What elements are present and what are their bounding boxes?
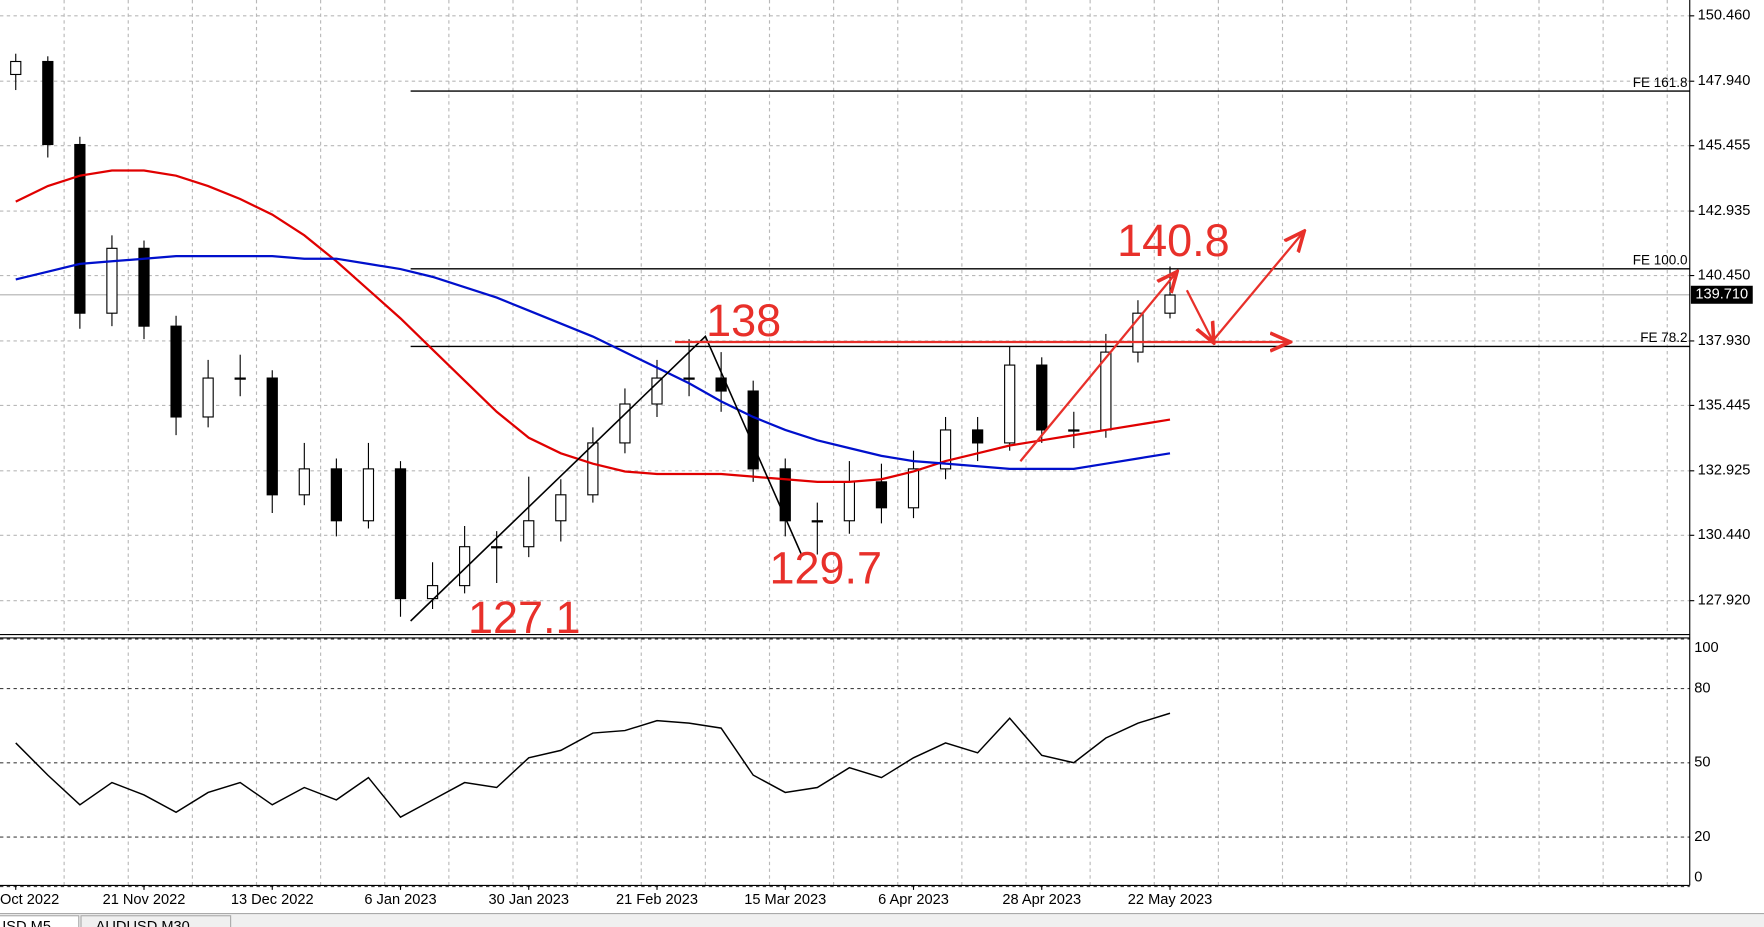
y-tick-label: 20	[1694, 829, 1710, 845]
candle-body	[972, 429, 984, 444]
main-panel	[0, 53, 1690, 617]
candle-body	[202, 377, 214, 418]
candle-body	[875, 481, 888, 509]
x-tick-label: 21 Nov 2022	[103, 892, 186, 908]
price-badge	[1690, 285, 1753, 304]
candle-body	[298, 468, 310, 496]
fibo-label: FE 100.0	[1633, 253, 1688, 268]
candle-body	[170, 325, 182, 418]
candle-body	[491, 546, 503, 549]
candle-body	[587, 442, 599, 496]
candle-body	[1068, 429, 1080, 432]
fibo-label: FE 161.8	[1633, 75, 1688, 90]
moving-average	[15, 254, 1171, 470]
price-badge-label: 139.710	[1695, 287, 1748, 303]
price-annotation: 129.7	[769, 542, 882, 593]
rsi-line	[15, 712, 1171, 819]
candle-body	[523, 520, 535, 548]
candle-body	[683, 377, 695, 380]
candle-body	[1004, 364, 1016, 444]
x-tick-label: Oct 2022	[0, 892, 59, 908]
candle-body	[10, 60, 22, 76]
candle-body	[330, 468, 342, 522]
candle-body	[907, 468, 920, 509]
x-tick-label: 13 Dec 2022	[231, 892, 314, 908]
x-tick-label: 6 Jan 2023	[364, 892, 436, 908]
y-tick-label: 150.460	[1698, 8, 1751, 24]
x-tick-label: 21 Feb 2023	[616, 892, 698, 908]
candle-body	[266, 377, 278, 496]
candle-body	[106, 247, 118, 314]
tab-label[interactable]: ISD,M5	[2, 919, 51, 927]
y-tick-label: 80	[1694, 680, 1710, 696]
y-tick-label: 147.940	[1698, 73, 1751, 89]
candle-body	[1164, 294, 1176, 314]
rsi-panel	[0, 638, 1690, 888]
price-annotation: 127.1	[468, 592, 581, 643]
candle-body	[747, 390, 759, 470]
candle-body	[1132, 312, 1144, 353]
y-tick-label: 100	[1694, 640, 1718, 656]
pullback-arrow	[1185, 289, 1213, 341]
x-tick-label: 6 Apr 2023	[878, 892, 949, 908]
candle-body	[811, 520, 823, 523]
trend-line	[410, 335, 802, 622]
candle-body	[651, 377, 663, 405]
candle-body	[74, 143, 86, 314]
tab-bar	[0, 913, 1764, 927]
candle-body	[843, 481, 855, 522]
y-tick-label: 0	[1694, 869, 1702, 885]
candle-body	[234, 377, 246, 380]
fibo-label: FE 78.2	[1640, 330, 1687, 345]
drawings: 140.8 138 129.7 127.1	[410, 215, 1303, 643]
y-tick-label: 137.930	[1698, 333, 1751, 349]
y-tick-label: 132.925	[1698, 463, 1751, 479]
target-arrow	[1211, 233, 1303, 342]
y-tick-label: 142.935	[1698, 203, 1751, 219]
y-tick-label: 130.440	[1698, 527, 1751, 543]
candle-body	[1036, 364, 1048, 431]
trend-arrow	[1019, 273, 1175, 462]
y-tick-label: 50	[1694, 755, 1710, 771]
x-tick-label: 15 Mar 2023	[744, 892, 826, 908]
candle-body	[362, 468, 375, 522]
x-tick-label: 22 May 2023	[1128, 892, 1212, 908]
candle-body	[555, 494, 567, 522]
x-tick-label: 28 Apr 2023	[1002, 892, 1081, 908]
candle-body	[138, 247, 150, 327]
y-tick-label: 140.450	[1698, 267, 1751, 283]
candle-body	[459, 546, 471, 587]
tab[interactable]	[0, 915, 80, 927]
candle-body	[779, 468, 791, 522]
candle-body	[394, 468, 407, 600]
y-tick-label: 127.920	[1698, 593, 1751, 609]
candle-body	[939, 429, 952, 470]
price-annotation: 140.8	[1117, 215, 1230, 266]
candle-body	[426, 585, 439, 600]
moving-average	[15, 169, 1171, 483]
candle-body	[42, 60, 54, 146]
y-tick-label: 145.455	[1698, 138, 1751, 154]
candle-body	[619, 403, 631, 444]
tab-label[interactable]: AUDUSD,M30	[96, 919, 190, 927]
x-tick-label: 30 Jan 2023	[489, 892, 569, 908]
y-tick-label: 135.445	[1698, 397, 1751, 413]
tab[interactable]	[80, 915, 232, 927]
price-annotation: 138	[706, 295, 781, 346]
